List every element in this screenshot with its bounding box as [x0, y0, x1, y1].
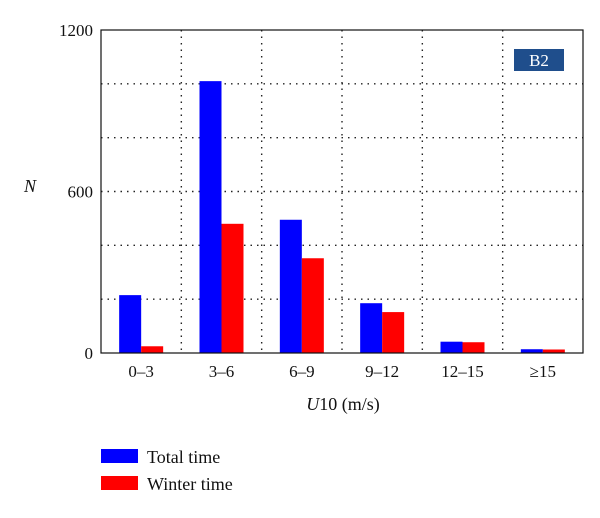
legend-swatch: [101, 449, 138, 463]
bar-winter-5: [542, 349, 565, 353]
x-tick-label: 9–12: [365, 362, 399, 381]
x-tick-label: ≥15: [530, 362, 556, 381]
y-tick-label: 0: [85, 344, 94, 363]
bar-total-0: [119, 295, 142, 353]
plot-frame: [100, 29, 584, 354]
bars: [119, 81, 565, 354]
x-axis-label-italic: U: [306, 394, 320, 414]
legend: Total time Winter time: [101, 447, 233, 494]
y-tick-labels: 0 600 1200: [59, 21, 93, 363]
bar-total-5: [520, 349, 543, 353]
legend-swatch: [101, 476, 138, 490]
bar-winter-2: [301, 258, 324, 353]
y-axis-label: N: [23, 176, 37, 196]
x-axis-label: U10 (m/s): [306, 394, 380, 415]
legend-label: Winter time: [147, 474, 233, 494]
bar-winter-1: [221, 223, 244, 353]
bar-total-1: [199, 81, 222, 354]
panel-badge: B2: [514, 49, 564, 71]
x-tick-label: 12–15: [441, 362, 484, 381]
bar-winter-0: [141, 346, 164, 353]
bar-winter-3: [382, 312, 405, 353]
bar-winter-4: [462, 342, 485, 353]
grid-lines: [101, 30, 583, 353]
legend-label: Total time: [147, 447, 220, 467]
panel-badge-text: B2: [529, 51, 549, 70]
y-tick-label: 1200: [59, 21, 93, 40]
x-tick-label: 0–3: [128, 362, 154, 381]
x-axis-label-rest: 10 (m/s): [319, 394, 380, 415]
x-tick-label: 3–6: [209, 362, 235, 381]
bar-total-2: [279, 219, 302, 353]
bar-total-4: [440, 341, 463, 353]
x-tick-label: 6–9: [289, 362, 315, 381]
y-tick-label: 600: [68, 183, 94, 202]
x-tick-labels: 0–3 3–6 6–9 9–12 12–15 ≥15: [128, 362, 556, 381]
bar-total-3: [360, 303, 383, 353]
panel-badge-box: [514, 49, 564, 71]
